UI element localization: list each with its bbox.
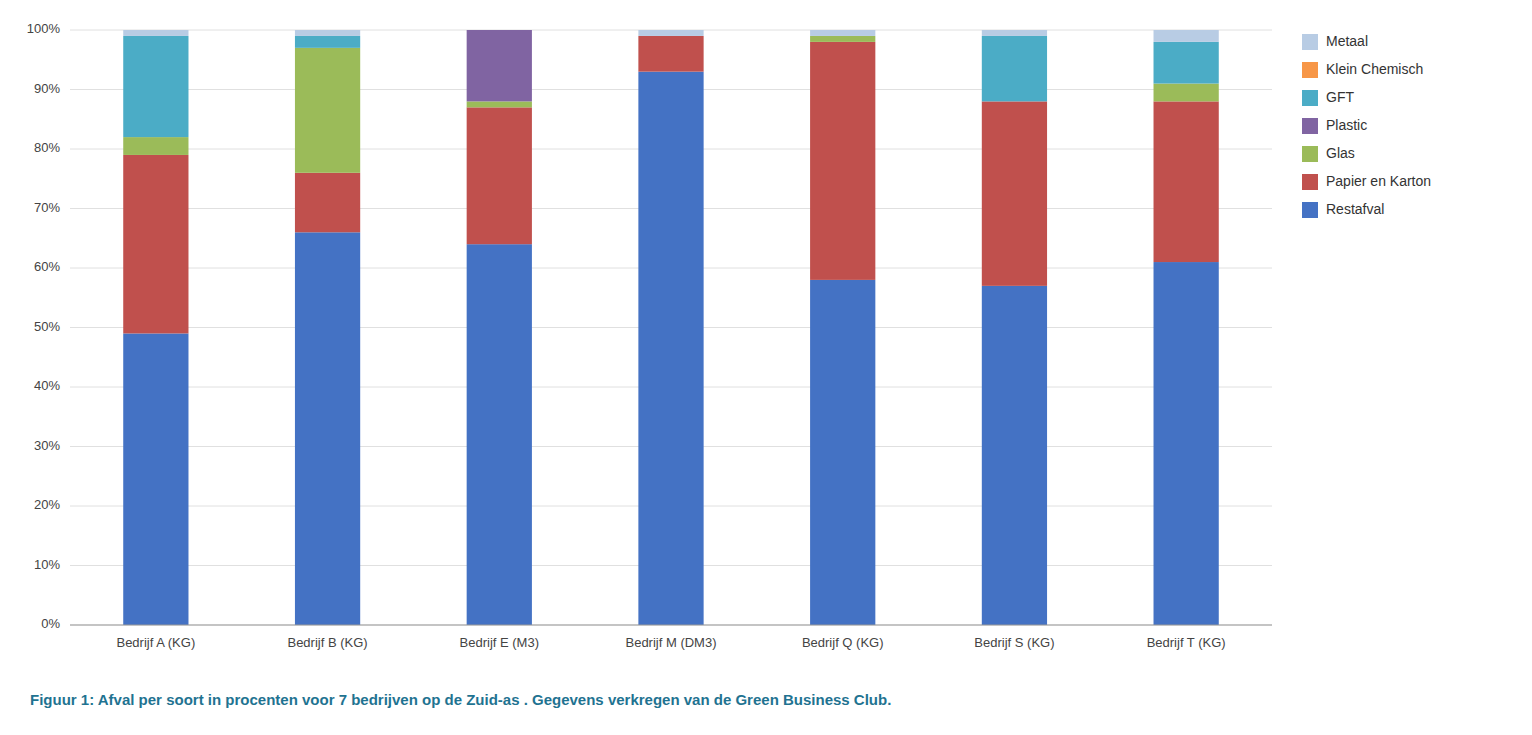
x-tick-label: Bedrijf T (KG)	[1147, 635, 1226, 650]
bar-segment	[123, 333, 188, 625]
bar-segment	[295, 30, 360, 36]
legend: Metaal Klein Chemisch GFT Plastic Glas Papier…	[1302, 33, 1431, 218]
bar-segment	[982, 30, 1047, 36]
bar-segment	[1154, 42, 1219, 84]
bar-segment	[467, 30, 532, 101]
bar-segment	[123, 155, 188, 334]
x-tick-label: Bedrijf Q (KG)	[802, 635, 884, 650]
bar-segment	[295, 48, 360, 173]
bar-segment	[1154, 84, 1219, 102]
bar-segment	[638, 30, 703, 36]
y-tick-label: 60%	[34, 259, 60, 274]
legend-label: Plastic	[1326, 117, 1367, 133]
legend-label: GFT	[1326, 89, 1354, 105]
y-tick-label: 90%	[34, 81, 60, 96]
bar-segment	[295, 36, 360, 48]
legend-label: Klein Chemisch	[1326, 61, 1423, 77]
bar-segment	[810, 280, 875, 625]
bar-segment	[467, 107, 532, 244]
x-tick-label: Bedrijf B (KG)	[287, 635, 367, 650]
y-tick-label: 80%	[34, 140, 60, 155]
page: {"chart_data": { "type": "bar", "stacked…	[0, 0, 1532, 735]
bar-segment	[810, 36, 875, 42]
legend-swatch	[1302, 202, 1318, 218]
y-tick-label: 100%	[27, 21, 61, 36]
bar-segment	[123, 137, 188, 155]
bar-segment	[295, 232, 360, 625]
bar-segment	[467, 101, 532, 107]
legend-swatch	[1302, 118, 1318, 134]
legend-label: Restafval	[1326, 201, 1384, 217]
legend-swatch	[1302, 174, 1318, 190]
y-tick-label: 70%	[34, 200, 60, 215]
bar-segment	[467, 244, 532, 625]
legend-swatch	[1302, 90, 1318, 106]
bar-segment	[810, 30, 875, 36]
legend-swatch	[1302, 62, 1318, 78]
y-tick-label: 50%	[34, 319, 60, 334]
bar-segment	[1154, 262, 1219, 625]
bar-segment	[982, 36, 1047, 101]
x-tick-label: Bedrijf E (M3)	[460, 635, 539, 650]
y-tick-label: 20%	[34, 497, 60, 512]
bar-segment	[982, 286, 1047, 625]
x-tick-label: Bedrijf M (DM3)	[625, 635, 716, 650]
y-tick-label: 10%	[34, 557, 60, 572]
y-tick-label: 40%	[34, 378, 60, 393]
bar-segment	[982, 101, 1047, 285]
bar-segment	[810, 42, 875, 280]
bar-segment	[1154, 30, 1219, 42]
bar-segment	[467, 30, 532, 31]
legend-label: Metaal	[1326, 33, 1368, 49]
legend-label: Papier en Karton	[1326, 173, 1431, 189]
legend-label: Glas	[1326, 145, 1355, 161]
grid	[70, 30, 1272, 625]
bar-segment	[638, 72, 703, 625]
bar-segment	[638, 36, 703, 72]
bar-segment	[295, 173, 360, 233]
x-tick-label: Bedrijf S (KG)	[974, 635, 1054, 650]
legend-swatch	[1302, 146, 1318, 162]
chart: 0% 10% 20% 30% 40% 50% 60% 70% 80% 90% 100% Bedrijf…	[0, 0, 1532, 735]
bar-segment	[123, 30, 188, 36]
legend-swatch	[1302, 34, 1318, 50]
bar-segment	[1154, 101, 1219, 262]
bars	[123, 30, 1219, 625]
bar-segment	[123, 36, 188, 137]
x-axis-line	[70, 625, 1272, 626]
plot-area: 0% 10% 20% 30% 40% 50% 60% 70% 80% 90% 100% Bedrijf…	[27, 21, 1272, 650]
y-tick-label: 30%	[34, 438, 60, 453]
title: Figuur 1: Afval per soort in procenten v…	[30, 691, 891, 708]
bar-segment	[467, 30, 532, 31]
x-tick-label: Bedrijf A (KG)	[116, 635, 195, 650]
grid-line	[70, 625, 1272, 626]
bar-segment	[467, 30, 532, 31]
y-tick-label: 0%	[41, 616, 60, 631]
